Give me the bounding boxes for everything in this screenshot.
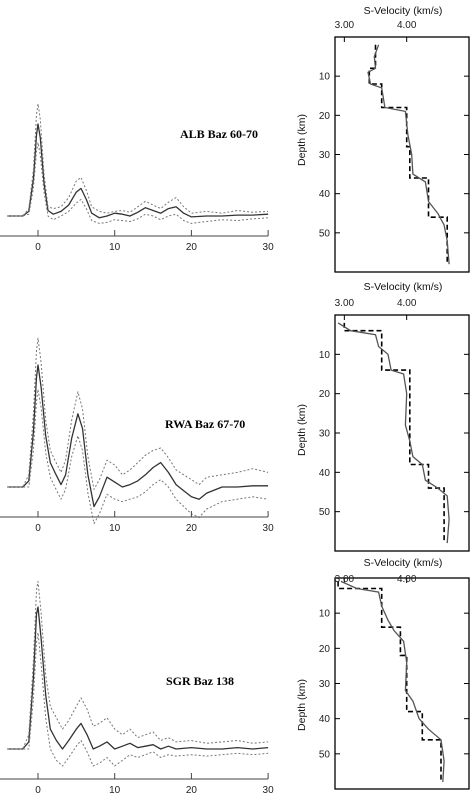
rf-3-xtick-label-20: 20 [186,785,198,796]
vs-3-xtick-label-1: 3.00 [335,574,355,585]
rf-2-xtick-label-0: 0 [35,523,41,534]
vs-2-ytick-label-10: 10 [319,350,331,361]
vs-ylabel-2: Depth (km) [296,404,308,456]
rf-3-solid-trace-1 [7,606,269,750]
rf-title-2: RWA Baz 67-70 [165,417,245,431]
vs-ylabel-1: Depth (km) [296,114,308,166]
rf-3-xtick-label-30: 30 [263,785,275,796]
vs-1-ytick-label-30: 30 [319,150,331,161]
rf-2-dotted-trace-3 [7,388,269,525]
vs-ticks-2: 3.00 4.00 10 20 30 40 50 [319,298,469,518]
rf-2-xtick-label-10: 10 [109,523,121,534]
vs-xlabel-1: S-Velocity (km/s) [364,5,443,17]
vs-panel-1: S-Velocity (km/s) Depth (km) 3.00 4.00 10 2… [296,5,470,273]
vs-frame-1 [334,36,470,273]
vs-2-ytick-label-40: 40 [319,468,331,479]
vs-1-ytick-label-20: 20 [319,111,331,122]
vs-1-solid-profile-2 [367,44,450,265]
vs-3-ytick-label-10: 10 [319,609,331,620]
rf-panel-2: RWA Baz 67-70 0 10 20 30 [0,337,274,534]
vs-3-ytick-label-50: 50 [319,749,331,760]
vs-profiles-3 [337,580,445,783]
rf-x-ticks-1: 0 10 20 30 [35,230,274,253]
rf-1-xtick-label-30: 30 [263,242,275,253]
vs-1-xtick-label-2: 4.00 [397,20,417,31]
vs-2-solid-profile-2 [337,322,450,544]
vs-2-dashed-profile-1 [343,322,445,544]
vs-ylabel-3: Depth (km) [296,679,308,731]
vs-xlabel-3: S-Velocity (km/s) [364,557,443,569]
vs-ticks-3: 3.00 4.00 10 20 30 40 50 [319,574,469,760]
vs-1-dashed-profile-1 [368,44,448,265]
vs-profiles-1 [367,44,450,265]
vs-xlabel-2: S-Velocity (km/s) [364,281,443,293]
vs-1-ytick-label-50: 50 [319,228,331,239]
rf-panel-1: ALB Baz 60-70 0 10 20 30 [0,103,274,253]
vs-3-xtick-label-2: 4.00 [397,574,417,585]
rf-x-ticks-2: 0 10 20 30 [35,511,274,534]
rf-3-xtick-label-0: 0 [35,785,41,796]
vs-1-xtick-label-1: 3.00 [335,20,355,31]
vs-2-ytick-label-20: 20 [319,389,331,400]
rf-1-xtick-label-20: 20 [186,242,198,253]
vs-frame-3 [334,577,470,790]
rf-panel-3: SGR Baz 138 0 10 20 30 [0,580,274,796]
vs-3-ytick-label-30: 30 [319,679,331,690]
vs-3-solid-profile-2 [340,580,445,783]
vs-2-xtick-label-2: 4.00 [397,298,417,309]
rf-traces-1 [7,103,269,224]
vs-1-ytick-label-40: 40 [319,189,331,200]
vs-3-dashed-profile-1 [337,581,442,782]
rf-title-3: SGR Baz 138 [166,674,234,688]
vs-panel-2: S-Velocity (km/s) Depth (km) 3.00 4.00 10 2… [296,281,470,552]
rf-1-xtick-label-10: 10 [109,242,121,253]
vs-panel-3: S-Velocity (km/s) Depth (km) 3.00 4.00 10 2… [296,557,470,790]
rf-2-solid-trace-1 [7,364,269,508]
rf-traces-2 [7,337,269,525]
rf-3-dotted-trace-3 [7,632,269,767]
vs-2-xtick-label-1: 3.00 [335,298,355,309]
vs-3-ytick-label-20: 20 [319,644,331,655]
rf-title-1: ALB Baz 60-70 [180,127,258,141]
rf-1-xtick-label-0: 0 [35,242,41,253]
vs-1-ytick-label-10: 10 [319,72,331,83]
vs-2-ytick-label-50: 50 [319,507,331,518]
rf-3-xtick-label-10: 10 [109,785,121,796]
rf-1-solid-trace-1 [7,123,269,219]
rf-x-ticks-3: 0 10 20 30 [35,773,274,796]
rf-1-dotted-trace-3 [7,141,269,224]
rf-2-xtick-label-20: 20 [186,523,198,534]
vs-3-ytick-label-40: 40 [319,714,331,725]
rf-2-xtick-label-30: 30 [263,523,275,534]
vs-profiles-2 [337,322,450,544]
rf-2-dotted-trace-2 [7,337,269,490]
rf-traces-3 [7,580,269,767]
vs-2-ytick-label-30: 30 [319,429,331,440]
vs-ticks-1: 3.00 4.00 10 20 30 40 50 [319,20,469,239]
